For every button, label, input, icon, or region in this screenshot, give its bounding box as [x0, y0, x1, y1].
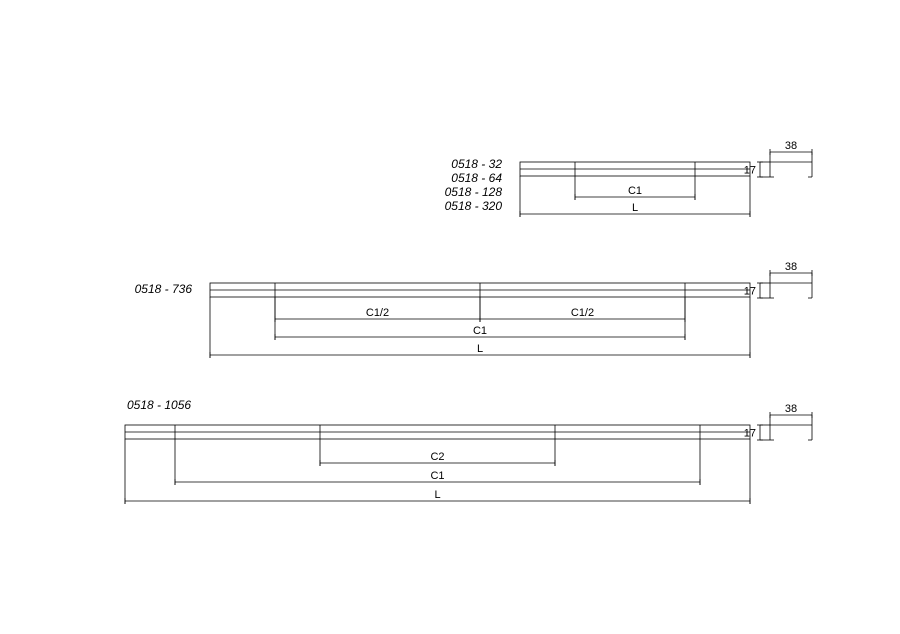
dimension: C1/2 — [480, 297, 685, 322]
model-label: 0518 - 64 — [451, 171, 502, 185]
dim-label: C1 — [473, 325, 487, 337]
dim-label: C1/2 — [366, 307, 389, 319]
profile-width: 38 — [785, 403, 797, 415]
profile-height: 17 — [744, 428, 756, 440]
model-label: 0518 - 128 — [445, 185, 503, 199]
profile-height: 17 — [744, 165, 756, 177]
model-label: 0518 - 32 — [451, 157, 502, 171]
rail — [210, 283, 750, 297]
model-label: 0518 - 1056 — [127, 398, 191, 412]
end-profile: 38 17 — [744, 140, 812, 177]
dimension: C1 — [575, 176, 695, 200]
dimension: C2 — [320, 439, 555, 466]
dim-label: L — [477, 343, 483, 355]
group-0518-1056: 0518 - 1056 C2 C1 L 38 17 — [125, 398, 812, 504]
rail — [520, 162, 750, 176]
model-label: 0518 - 320 — [445, 199, 503, 213]
dim-label: C1/2 — [571, 307, 594, 319]
dimension: C1/2 — [275, 297, 480, 322]
group-0518-736: 0518 - 736 C1/2 C1/2 C1 L 38 17 — [135, 261, 812, 358]
rail — [125, 425, 750, 439]
dim-label: L — [632, 202, 638, 214]
end-profile: 38 17 — [744, 403, 812, 440]
dim-label: C1 — [430, 470, 444, 482]
end-profile: 38 17 — [744, 261, 812, 298]
group-0518-small: 0518 - 320518 - 640518 - 1280518 - 320 C1… — [445, 140, 812, 217]
profile-width: 38 — [785, 140, 797, 152]
dim-label: C2 — [430, 451, 444, 463]
dim-label: C1 — [628, 185, 642, 197]
profile-height: 17 — [744, 286, 756, 298]
profile-width: 38 — [785, 261, 797, 273]
dim-label: L — [434, 489, 440, 501]
model-label: 0518 - 736 — [135, 282, 193, 296]
